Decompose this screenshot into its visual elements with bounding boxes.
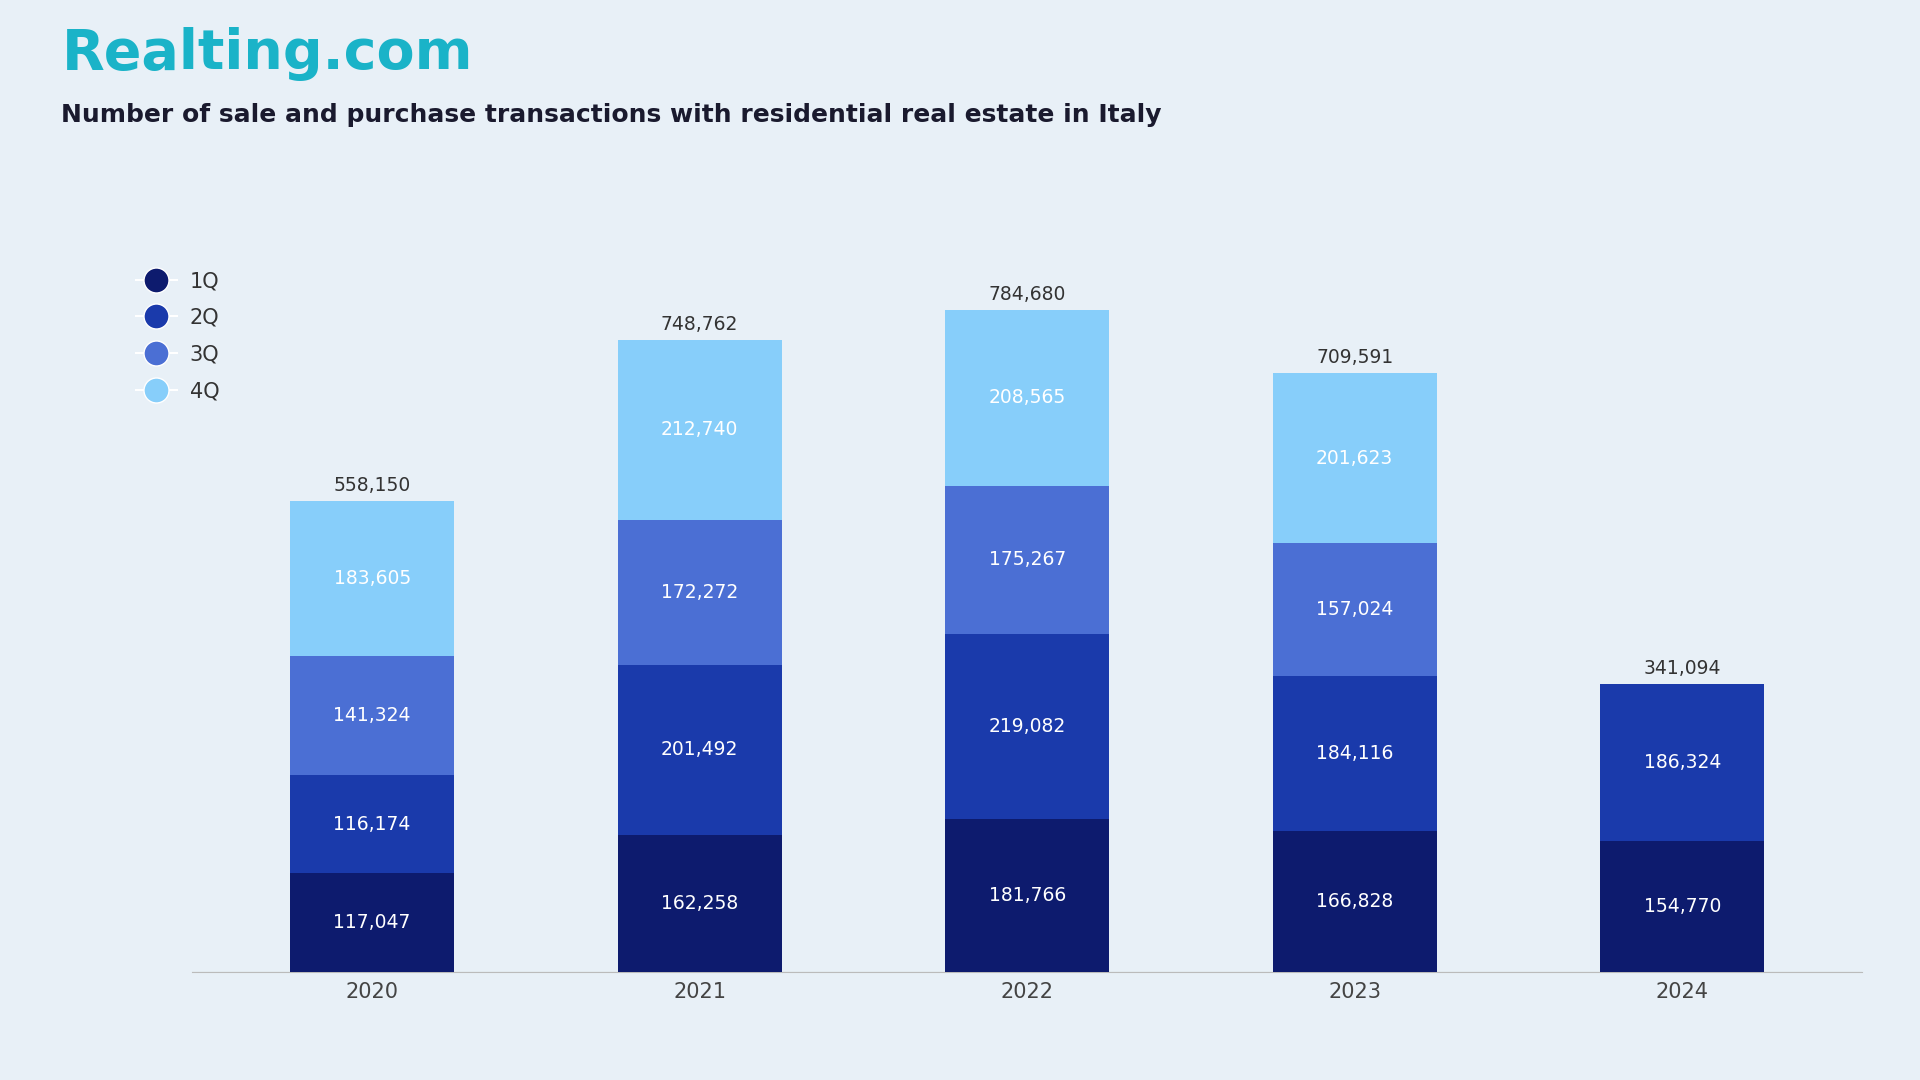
Text: 201,623: 201,623 (1315, 448, 1394, 468)
Text: Number of sale and purchase transactions with residential real estate in Italy: Number of sale and purchase transactions… (61, 103, 1162, 126)
Text: 212,740: 212,740 (660, 420, 739, 440)
Text: 186,324: 186,324 (1644, 753, 1720, 772)
Bar (1273, 543, 1436, 676)
Bar (290, 656, 453, 775)
Text: 201,492: 201,492 (660, 741, 739, 759)
Text: 181,766: 181,766 (989, 886, 1066, 905)
Text: 116,174: 116,174 (334, 814, 411, 834)
Bar (945, 634, 1110, 819)
Bar (618, 340, 781, 519)
Text: 166,828: 166,828 (1315, 892, 1394, 912)
Bar (1273, 832, 1436, 972)
Text: 154,770: 154,770 (1644, 897, 1720, 916)
Bar (290, 775, 453, 874)
Bar (290, 874, 453, 972)
Bar (1601, 841, 1764, 972)
Text: 784,680: 784,680 (989, 285, 1066, 303)
Text: 341,094: 341,094 (1644, 659, 1720, 678)
Bar (945, 310, 1110, 486)
Text: 184,116: 184,116 (1315, 744, 1394, 762)
Text: 748,762: 748,762 (660, 315, 739, 334)
Text: 172,272: 172,272 (660, 583, 739, 602)
Text: 162,258: 162,258 (660, 894, 739, 913)
Bar (945, 819, 1110, 972)
Text: 157,024: 157,024 (1315, 600, 1394, 619)
Text: Realting.com: Realting.com (61, 27, 472, 81)
Text: 183,605: 183,605 (334, 569, 411, 588)
Text: 558,150: 558,150 (334, 476, 411, 495)
Text: 141,324: 141,324 (334, 706, 411, 725)
Text: 208,565: 208,565 (989, 388, 1066, 407)
Text: 219,082: 219,082 (989, 717, 1066, 735)
Legend: 1Q, 2Q, 3Q, 4Q: 1Q, 2Q, 3Q, 4Q (127, 262, 228, 409)
Bar (618, 835, 781, 972)
Text: 709,591: 709,591 (1315, 348, 1394, 367)
Text: 117,047: 117,047 (334, 913, 411, 932)
Bar (618, 665, 781, 835)
Bar (290, 501, 453, 656)
Bar (945, 486, 1110, 634)
Text: 175,267: 175,267 (989, 550, 1066, 569)
Bar (618, 519, 781, 665)
Bar (1273, 373, 1436, 543)
Bar (1273, 676, 1436, 832)
Bar (1601, 684, 1764, 841)
